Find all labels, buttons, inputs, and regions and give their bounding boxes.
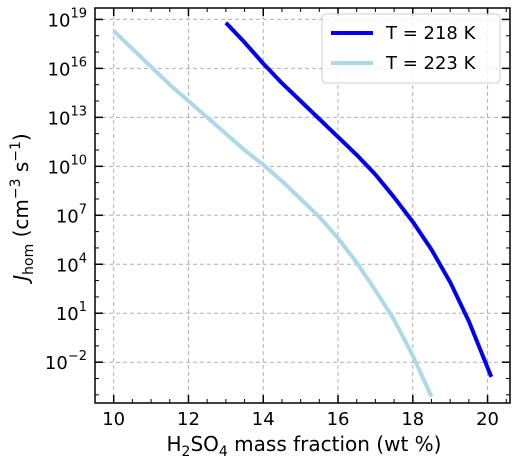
plot-frame [94,7,511,404]
y-tick-label: 10−2 [45,349,87,374]
legend-label-218k: T = 218 K [385,23,477,44]
y-tick-label: 1019 [48,6,87,31]
y-tick-label: 101 [56,300,87,325]
series-layer [112,21,494,398]
x-axis-label: H2SO4 mass fraction (wt %) [167,432,442,460]
series-line-0 [224,21,494,378]
x-tick-label: 12 [177,409,200,430]
x-tick-label: 20 [476,409,499,430]
x-tick-label: 14 [252,409,275,430]
x-tick-label: 18 [401,409,424,430]
y-axis-label: Jhom (cm−3 s−1) [8,133,37,285]
series-line-1 [112,29,434,398]
x-tick-label: 10 [102,409,125,430]
y-tick-label: 104 [56,251,87,276]
y-tick-label: 107 [56,202,87,227]
x-tick-label: 16 [327,409,350,430]
legend: T = 218 K T = 223 K [321,13,501,84]
y-tick-label: 1016 [48,55,87,80]
y-tick-label: 1010 [48,153,87,178]
y-tick-label: 1013 [48,104,87,129]
tick-labels: 10 12 14 16 18 20 1019 1016 1013 1010 107 104 101 10−… [45,6,499,430]
legend-label-223k: T = 223 K [385,53,477,74]
